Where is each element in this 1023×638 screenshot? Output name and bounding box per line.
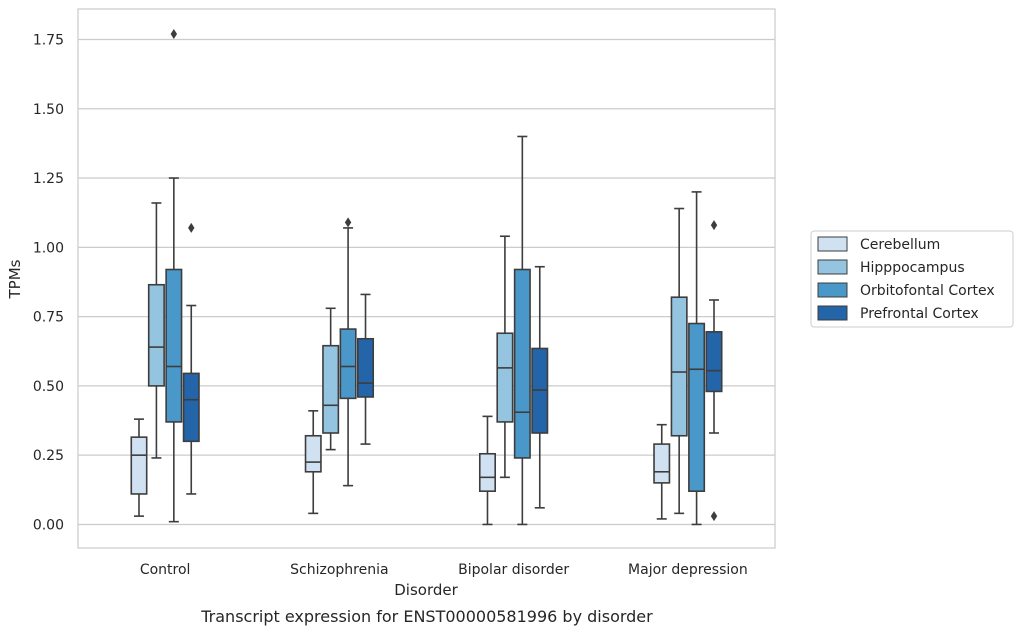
y-tick-label: 0.75	[33, 310, 64, 326]
legend-label: Hipppocampus	[860, 260, 965, 276]
box-body	[705, 331, 723, 393]
box-3-1	[670, 207, 688, 515]
legend-swatch	[817, 282, 848, 298]
box-body	[322, 344, 340, 434]
box-body	[496, 332, 514, 423]
legend-items: Cerebellum Hipppocampus Orbitofontal Corte…	[817, 236, 995, 322]
y-tick-label: 1.50	[33, 102, 64, 118]
y-tick-label: 0.00	[33, 517, 64, 533]
legend-swatch	[817, 305, 848, 321]
legend-swatch	[817, 236, 848, 252]
box-body	[147, 283, 165, 387]
legend-swatch	[817, 259, 848, 275]
box-2-2	[513, 135, 531, 526]
box-1-2	[339, 217, 357, 487]
plot-frame	[77, 8, 776, 549]
box-2-0	[478, 415, 496, 526]
box-body	[356, 337, 375, 398]
box-body	[670, 296, 688, 437]
boxes	[130, 28, 723, 526]
x-tick-label: Major depression	[628, 562, 748, 578]
chart-caption: Transcript expression for ENST0000058199…	[200, 607, 653, 626]
box-body	[688, 322, 706, 492]
legend-label: Orbitofontal Cortex	[860, 283, 995, 299]
box-body	[478, 452, 496, 492]
box-2-1	[496, 235, 514, 479]
legend: Cerebellum Hipppocampus Orbitofontal Corte…	[810, 230, 1014, 328]
box-3-2	[688, 191, 706, 526]
box-0-1	[147, 202, 165, 459]
box-0-3	[182, 222, 200, 495]
outlier-marker	[344, 217, 352, 228]
box-1-0	[304, 410, 322, 515]
box-body	[513, 268, 531, 459]
y-tick-label: 1.75	[33, 32, 64, 48]
box-body	[130, 436, 148, 495]
y-tick-label: 0.50	[33, 379, 64, 395]
box-1-1	[322, 307, 340, 451]
y-tick-label: 0.25	[33, 448, 64, 464]
x-tick-label: Bipolar disorder	[458, 562, 569, 578]
box-body	[653, 443, 671, 484]
box-body	[339, 328, 357, 400]
x-tick-label: Schizophrenia	[290, 562, 388, 578]
x-tick-labels: Control Schizophrenia Bipolar disorder Majo…	[140, 562, 748, 578]
box-3-0	[653, 423, 671, 520]
y-tick-labels: 0.00 0.25 0.50 0.75 1.00 1.25 1.50 1.75	[33, 32, 64, 533]
box-body	[304, 434, 322, 473]
legend-label: Prefrontal Cortex	[860, 306, 979, 322]
y-tick-label: 1.25	[33, 171, 64, 187]
legend-label: Cerebellum	[860, 237, 940, 253]
legend-frame	[810, 230, 1014, 328]
x-axis-label: Disorder	[394, 581, 458, 599]
outlier-marker	[170, 28, 178, 39]
y-tick-label: 1.00	[33, 240, 64, 256]
y-axis-label: TPMs	[6, 259, 24, 299]
box-0-2	[165, 28, 183, 523]
outlier-marker	[710, 220, 718, 231]
box-body	[182, 372, 200, 443]
box-3-3	[705, 220, 723, 522]
box-1-3	[356, 293, 375, 445]
outlier-marker	[188, 222, 195, 233]
box-0-0	[130, 418, 148, 517]
outlier-marker	[710, 511, 718, 522]
gridlines	[78, 38, 775, 526]
box-body	[165, 268, 183, 423]
box-2-3	[531, 265, 549, 509]
x-tick-label: Control	[140, 562, 191, 578]
